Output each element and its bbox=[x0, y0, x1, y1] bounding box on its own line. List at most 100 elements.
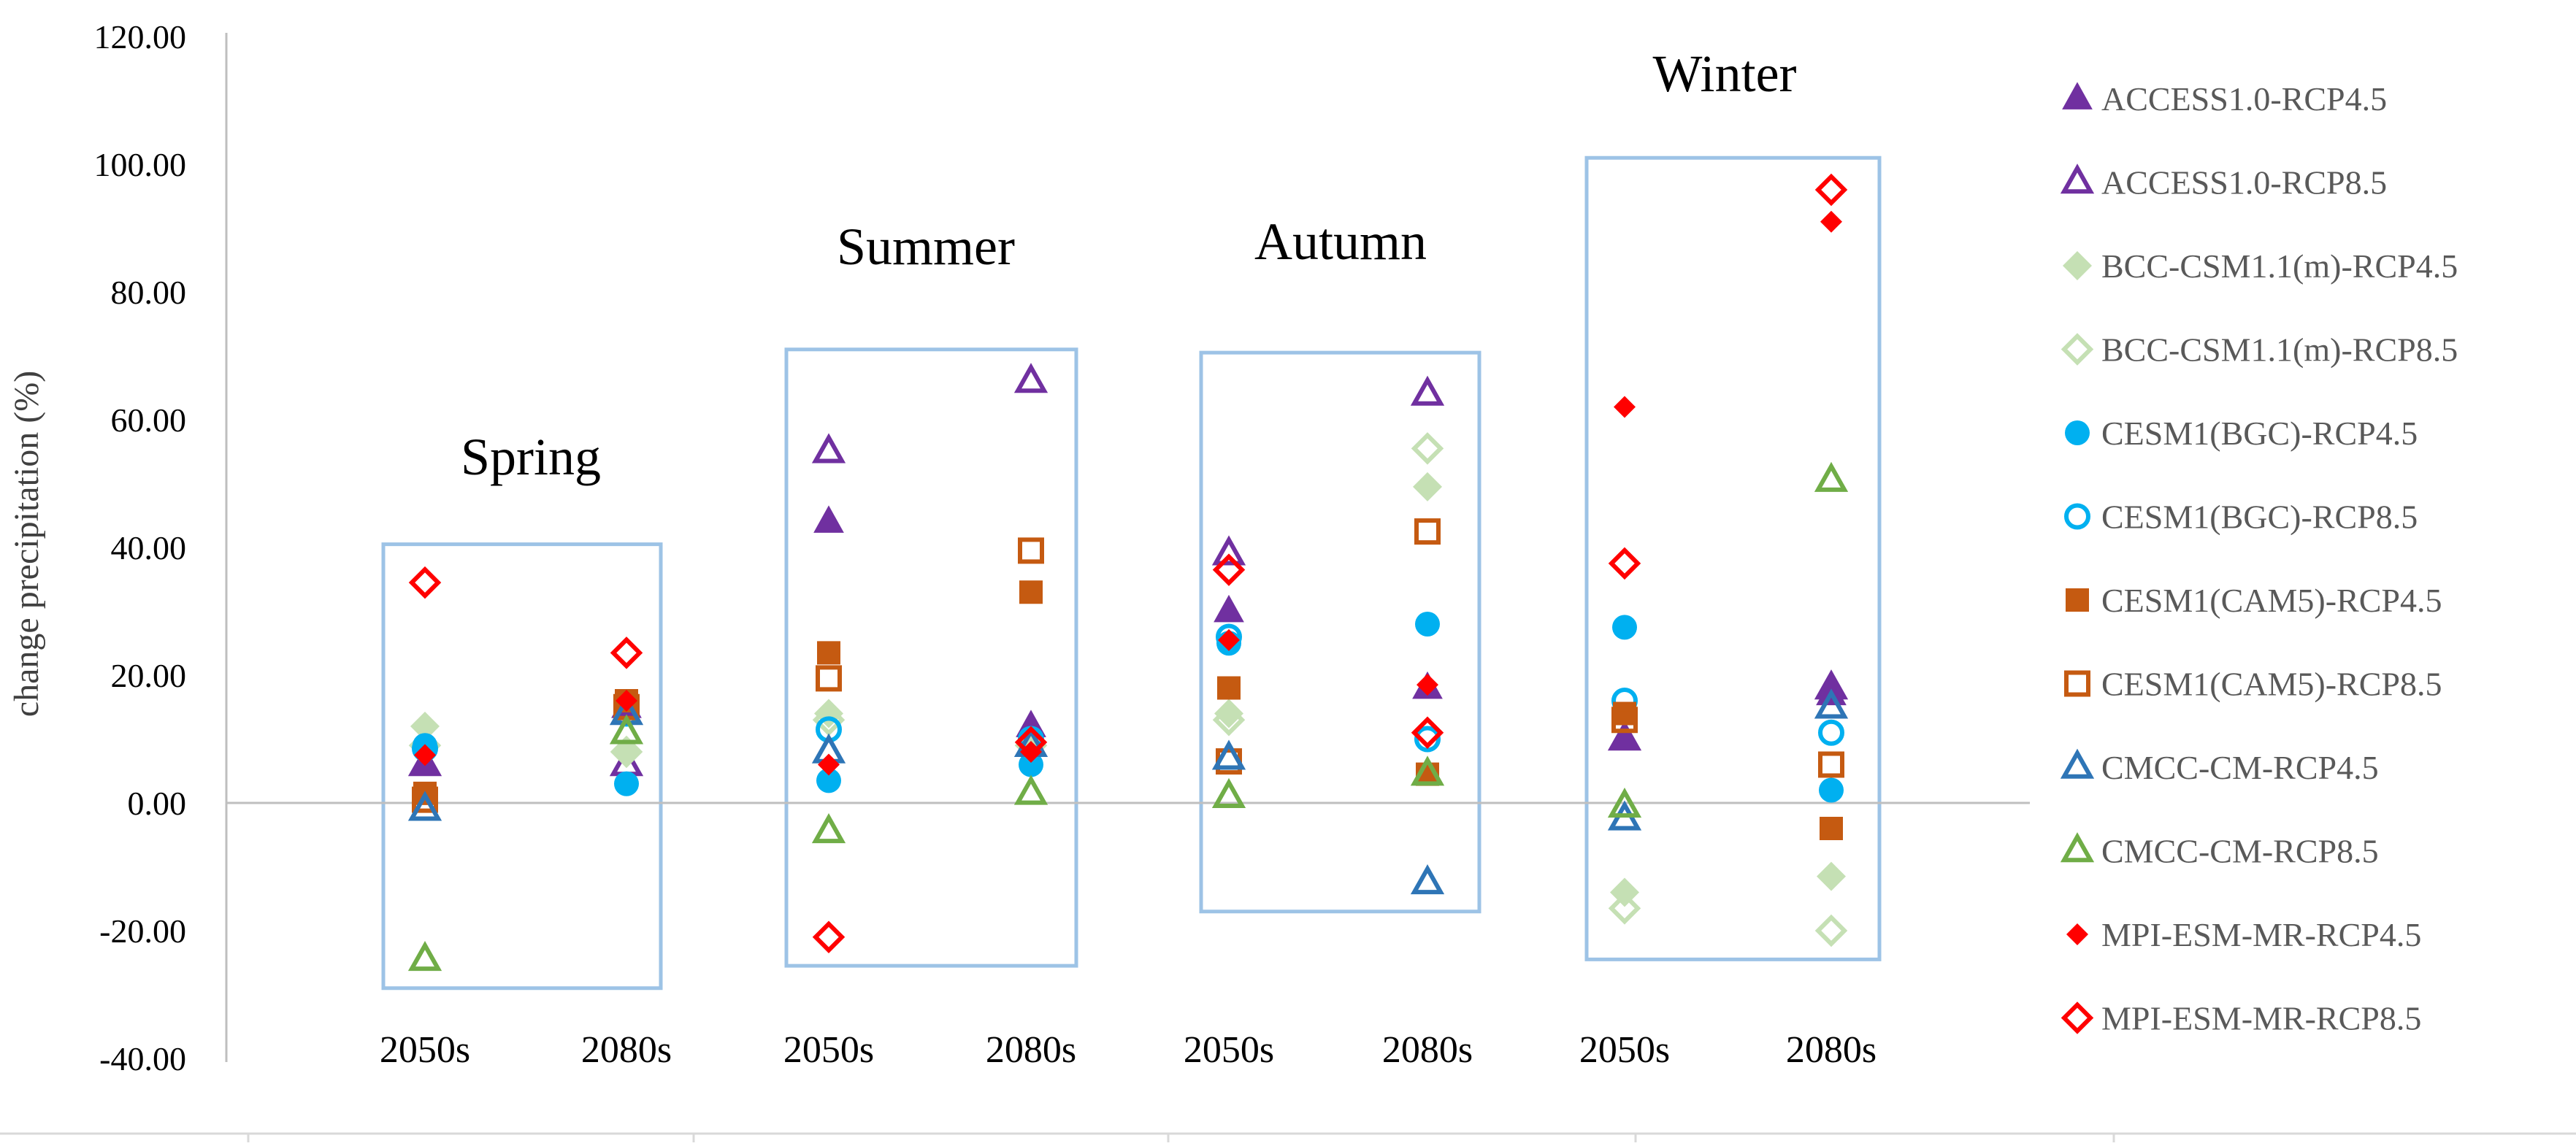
legend-marker bbox=[2064, 503, 2090, 530]
point-cesm1-bgc-rcp4-5-6 bbox=[1612, 615, 1637, 640]
legend-marker bbox=[2064, 670, 2090, 697]
legend-marker bbox=[2060, 832, 2095, 863]
y-tick-label: 0.00 bbox=[128, 785, 187, 822]
point-cesm1-cam5-rcp8-5-0 bbox=[412, 786, 438, 813]
y-tick-label: 20.00 bbox=[111, 657, 187, 694]
y-tick-label: -20.00 bbox=[99, 912, 186, 950]
legend-label: BCC-CSM1.1(m)-RCP4.5 bbox=[2101, 247, 2458, 285]
x-tick-label: 2080s bbox=[986, 1029, 1076, 1071]
point-cmcc-cm-rcp8-5-2 bbox=[811, 813, 846, 844]
point-access1-0-rcp8-5-2 bbox=[811, 433, 846, 464]
point-access1-0-rcp8-5-0 bbox=[407, 746, 442, 777]
point-cmcc-cm-rcp4-5-5 bbox=[1410, 864, 1445, 895]
point-bcc-csm1-1-m-rcp4-5-5 bbox=[1413, 472, 1442, 501]
point-access1-0-rcp8-5-6 bbox=[1607, 720, 1642, 751]
x-tick-label: 2050s bbox=[1579, 1029, 1670, 1071]
point-cesm1-bgc-rcp8-5-5 bbox=[1414, 726, 1441, 753]
point-cesm1-cam5-rcp4-5-3 bbox=[1019, 580, 1043, 604]
point-access1-0-rcp8-5-5 bbox=[1410, 375, 1445, 406]
season-label-summer: Summer bbox=[837, 218, 1015, 276]
point-cesm1-bgc-rcp8-5-7 bbox=[1818, 719, 1844, 746]
y-axis-title-group: change precipitation (%) bbox=[7, 371, 46, 717]
legend-marker bbox=[2066, 923, 2088, 945]
point-mpi-esm-mr-rcp4-5-5 bbox=[1417, 674, 1438, 696]
point-cesm1-cam5-rcp8-5-7 bbox=[1818, 751, 1844, 778]
point-mpi-esm-mr-rcp8-5-4 bbox=[1212, 553, 1246, 586]
point-mpi-esm-mr-rcp8-5-1 bbox=[610, 637, 643, 669]
point-cmcc-cm-rcp8-5-6 bbox=[1607, 788, 1642, 818]
legend-marker bbox=[2061, 1001, 2094, 1034]
axes: -40.00 -20.00 0.00 20.00 40.00 60.00 80.00 100.… bbox=[0, 18, 2576, 1142]
point-mpi-esm-mr-rcp4-5-3 bbox=[1020, 741, 1042, 763]
point-mpi-esm-mr-rcp8-5-6 bbox=[1608, 547, 1641, 580]
point-cesm1-cam5-rcp8-5-5 bbox=[1414, 518, 1441, 545]
x-tick-label: 2080s bbox=[1382, 1029, 1473, 1071]
legend-marker bbox=[2060, 164, 2095, 194]
x-tick-label: 2050s bbox=[1184, 1029, 1274, 1071]
point-mpi-esm-mr-rcp4-5-7 bbox=[1820, 210, 1842, 233]
legend-marker bbox=[2063, 251, 2092, 280]
point-cesm1-cam5-rcp8-5-3 bbox=[1018, 537, 1044, 564]
legend-label: CESM1(CAM5)-RCP4.5 bbox=[2101, 582, 2442, 619]
point-cesm1-bgc-rcp4-5-7 bbox=[1819, 777, 1844, 803]
x-tick-label: 2050s bbox=[380, 1029, 470, 1071]
legend-marker bbox=[2060, 748, 2095, 779]
x-tick-label: 2080s bbox=[1786, 1029, 1877, 1071]
point-bcc-csm1-1-m-rcp8-5-6 bbox=[1608, 892, 1641, 925]
legend-label: ACCESS1.0-RCP8.5 bbox=[2101, 164, 2387, 201]
point-mpi-esm-mr-rcp4-5-0 bbox=[414, 744, 436, 766]
point-cmcc-cm-rcp8-5-5 bbox=[1410, 755, 1445, 786]
point-mpi-esm-mr-rcp4-5-4 bbox=[1218, 628, 1240, 651]
point-cmcc-cm-rcp8-5-0 bbox=[407, 941, 442, 972]
point-mpi-esm-mr-rcp4-5-2 bbox=[818, 753, 840, 776]
point-cmcc-cm-rcp8-5-4 bbox=[1211, 777, 1246, 809]
legend-label: MPI-ESM-MR-RCP4.5 bbox=[2101, 916, 2421, 953]
point-cmcc-cm-rcp8-5-7 bbox=[1814, 461, 1849, 492]
x-tick-label: 2080s bbox=[581, 1029, 672, 1071]
legend-label: CESM1(BGC)-RCP4.5 bbox=[2101, 415, 2418, 452]
point-bcc-csm1-1-m-rcp8-5-4 bbox=[1212, 704, 1246, 737]
point-mpi-esm-mr-rcp8-5-5 bbox=[1411, 716, 1444, 749]
y-tick-label: -40.00 bbox=[99, 1040, 186, 1077]
point-bcc-csm1-1-m-rcp8-5-7 bbox=[1814, 914, 1848, 947]
season-boxes: Spring Summer Autumn Winter bbox=[381, 45, 1882, 991]
point-cesm1-bgc-rcp4-5-2 bbox=[816, 768, 841, 793]
point-mpi-esm-mr-rcp8-5-3 bbox=[1014, 726, 1048, 759]
season-box-winter bbox=[1584, 155, 1882, 961]
legend-label: MPI-ESM-MR-RCP8.5 bbox=[2101, 1000, 2421, 1037]
legend-marker bbox=[2061, 333, 2094, 366]
legend-label: ACCESS1.0-RCP4.5 bbox=[2101, 80, 2387, 118]
season-box-autumn bbox=[1199, 350, 1481, 914]
point-access1-0-rcp8-5-4 bbox=[1211, 535, 1246, 566]
point-bcc-csm1-1-m-rcp8-5-2 bbox=[812, 704, 846, 737]
point-cesm1-cam5-rcp8-5-6 bbox=[1611, 707, 1638, 734]
point-mpi-esm-mr-rcp8-5-7 bbox=[1814, 173, 1848, 207]
point-access1-0-rcp4-5-4 bbox=[1214, 594, 1244, 623]
point-bcc-csm1-1-m-rcp4-5-7 bbox=[1817, 861, 1846, 891]
point-cesm1-bgc-rcp4-5-5 bbox=[1415, 612, 1440, 637]
legend-label: CMCC-CM-RCP8.5 bbox=[2101, 833, 2379, 870]
point-bcc-csm1-1-m-rcp4-5-4 bbox=[1214, 699, 1243, 728]
point-cmcc-cm-rcp8-5-1 bbox=[609, 714, 644, 745]
point-mpi-esm-mr-rcp4-5-6 bbox=[1614, 396, 1636, 418]
x-tick-label: 2050s bbox=[783, 1029, 874, 1071]
legend-label: BCC-CSM1.1(m)-RCP8.5 bbox=[2101, 331, 2458, 369]
point-cesm1-cam5-rcp8-5-2 bbox=[816, 665, 842, 692]
point-cesm1-cam5-rcp4-5-2 bbox=[817, 641, 840, 665]
data-points bbox=[407, 173, 1849, 972]
point-bcc-csm1-1-m-rcp4-5-0 bbox=[410, 712, 440, 741]
legend-marker bbox=[2062, 82, 2093, 109]
point-cmcc-cm-rcp4-5-4 bbox=[1211, 739, 1246, 770]
y-axis-title: change precipitation (%) bbox=[7, 371, 46, 717]
point-cesm1-bgc-rcp4-5-3 bbox=[1019, 752, 1043, 777]
legend-label: CESM1(BGC)-RCP8.5 bbox=[2101, 499, 2418, 536]
season-box-spring bbox=[381, 542, 663, 991]
point-cesm1-cam5-rcp4-5-4 bbox=[1217, 676, 1241, 700]
point-access1-0-rcp8-5-3 bbox=[1013, 363, 1049, 393]
legend: ACCESS1.0-RCP4.5 ACCESS1.0-RCP8.5 BCC-CSM1… bbox=[2060, 80, 2458, 1037]
season-label-spring: Spring bbox=[461, 428, 601, 486]
legend-marker bbox=[2066, 588, 2089, 612]
point-cesm1-cam5-rcp4-5-6 bbox=[1613, 701, 1636, 726]
